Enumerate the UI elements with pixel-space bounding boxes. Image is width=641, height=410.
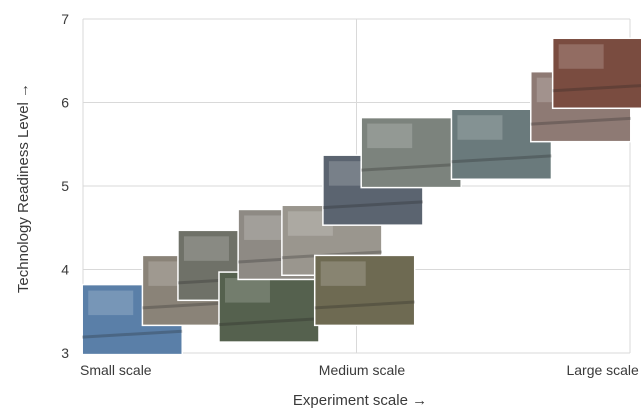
photo-structure <box>322 200 423 210</box>
photo-structure <box>451 154 552 164</box>
y-tick-label: 3 <box>61 345 69 361</box>
experiment-photo-point <box>218 271 320 343</box>
photo-structure <box>218 317 320 327</box>
data-points <box>81 37 641 356</box>
photo-frame <box>313 254 416 327</box>
photo-structure <box>530 116 631 126</box>
photo-structure <box>552 84 641 93</box>
y-tick-labels: 3 4 5 6 7 <box>61 11 69 361</box>
photo-frame <box>360 116 462 189</box>
photo-highlight <box>320 261 366 286</box>
y-tick-label: 6 <box>61 95 69 111</box>
experiment-photo-point <box>313 254 416 327</box>
x-category-label: Small scale <box>80 362 152 378</box>
photo-structure <box>314 300 415 310</box>
photo-highlight <box>88 290 134 316</box>
photo-structure <box>361 162 462 172</box>
experiment-photo-point <box>360 116 462 189</box>
y-tick-label: 4 <box>61 262 69 278</box>
x-category-labels: Small scale Medium scale Large scale <box>80 362 639 378</box>
y-tick-label: 7 <box>61 11 69 27</box>
y-tick-label: 5 <box>61 178 69 194</box>
x-category-label: Medium scale <box>319 362 406 378</box>
x-axis-label: Experiment scale → <box>293 392 427 409</box>
photo-highlight <box>457 115 503 140</box>
photo-highlight <box>367 123 413 149</box>
experiment-photo-point <box>551 37 641 110</box>
y-axis-label: Technology Readiness Level → <box>15 83 32 293</box>
photo-highlight <box>224 278 270 303</box>
x-category-label: Large scale <box>566 362 639 378</box>
photo-structure <box>82 329 183 339</box>
photo-frame <box>551 37 641 110</box>
photo-highlight <box>183 236 229 261</box>
photo-highlight <box>558 44 604 69</box>
